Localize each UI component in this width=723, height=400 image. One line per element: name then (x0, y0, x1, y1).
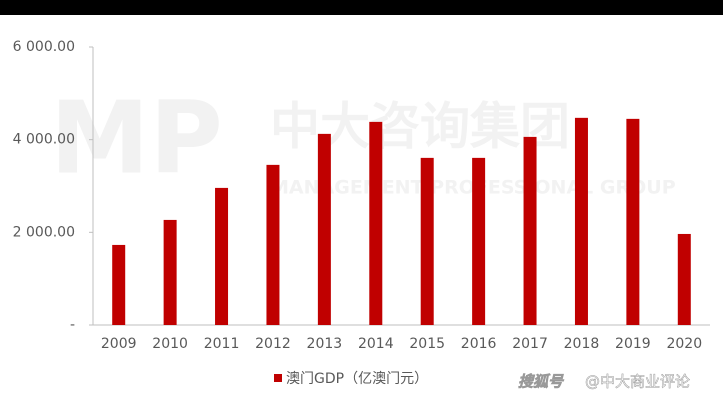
legend-label: 澳门GDP（亿澳门元） (286, 371, 428, 387)
x-tick-label: 2019 (615, 336, 651, 352)
x-tick-label: 2009 (101, 336, 137, 352)
x-tick-label: 2012 (255, 336, 291, 352)
x-tick-label: 2014 (358, 336, 394, 352)
bar (420, 157, 434, 325)
bar (163, 219, 177, 325)
bar (266, 164, 280, 325)
platform-watermark: 搜狐号 (518, 373, 565, 391)
x-tick-label: 2015 (409, 336, 445, 352)
bar (677, 233, 691, 325)
bar (574, 117, 588, 326)
x-tick-label: 2017 (512, 336, 548, 352)
bar (369, 121, 383, 325)
legend-swatch (274, 374, 282, 382)
x-tick-label: 2016 (461, 336, 497, 352)
x-tick-label: 2011 (204, 336, 240, 352)
y-tick-label: - (70, 317, 75, 333)
x-tick-label: 2013 (307, 336, 343, 352)
watermark-logo: MP (50, 79, 223, 196)
account-watermark: @中大商业评论 (585, 373, 690, 391)
x-tick-label: 2010 (152, 336, 188, 352)
bar (215, 187, 229, 325)
y-tick-label: 4 000.00 (13, 132, 75, 148)
bar (626, 118, 640, 325)
x-tick-label: 2020 (666, 336, 702, 352)
y-tick-label: 6 000.00 (13, 39, 75, 55)
bar (523, 136, 537, 325)
bar (317, 133, 331, 325)
bar (112, 244, 126, 325)
x-tick-label: 2018 (564, 336, 600, 352)
y-tick-label: 2 000.00 (13, 224, 75, 240)
bar (472, 157, 486, 325)
top-bar (0, 0, 723, 15)
